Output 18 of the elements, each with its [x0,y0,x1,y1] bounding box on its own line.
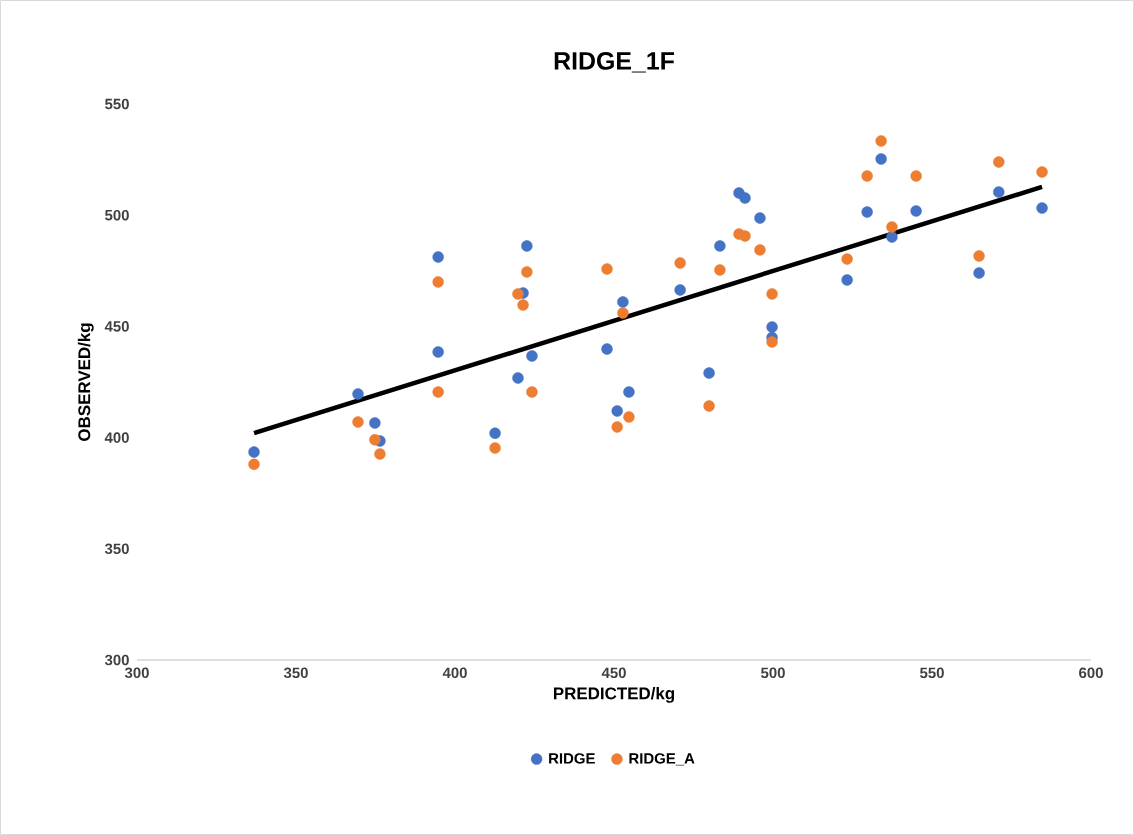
chart-title: RIDGE_1F [554,52,674,73]
x-tick-label: 400 [442,667,467,679]
y-tick-label: 550 [105,98,129,110]
x-tick-label: 500 [761,667,785,679]
x-tick-label: 550 [920,667,944,679]
x-tick-label: 600 [1079,667,1103,679]
x-axis-title: PREDICTED/kg [553,686,675,703]
y-tick-label: 450 [104,321,129,332]
y-tick-label: 300 [104,654,129,666]
x-tick-label: 350 [283,667,308,679]
x-tick-label: 300 [124,667,149,679]
legend-label: RIDGE_A [629,753,695,766]
y-tick-label: 500 [105,209,129,221]
y-axis-title: OBSERVED/kg [77,323,94,441]
legend-label: RIDGE [549,753,595,764]
y-tick-label: 400 [104,432,129,443]
x-tick-label: 450 [601,667,626,679]
y-tick-label: 350 [104,543,129,555]
